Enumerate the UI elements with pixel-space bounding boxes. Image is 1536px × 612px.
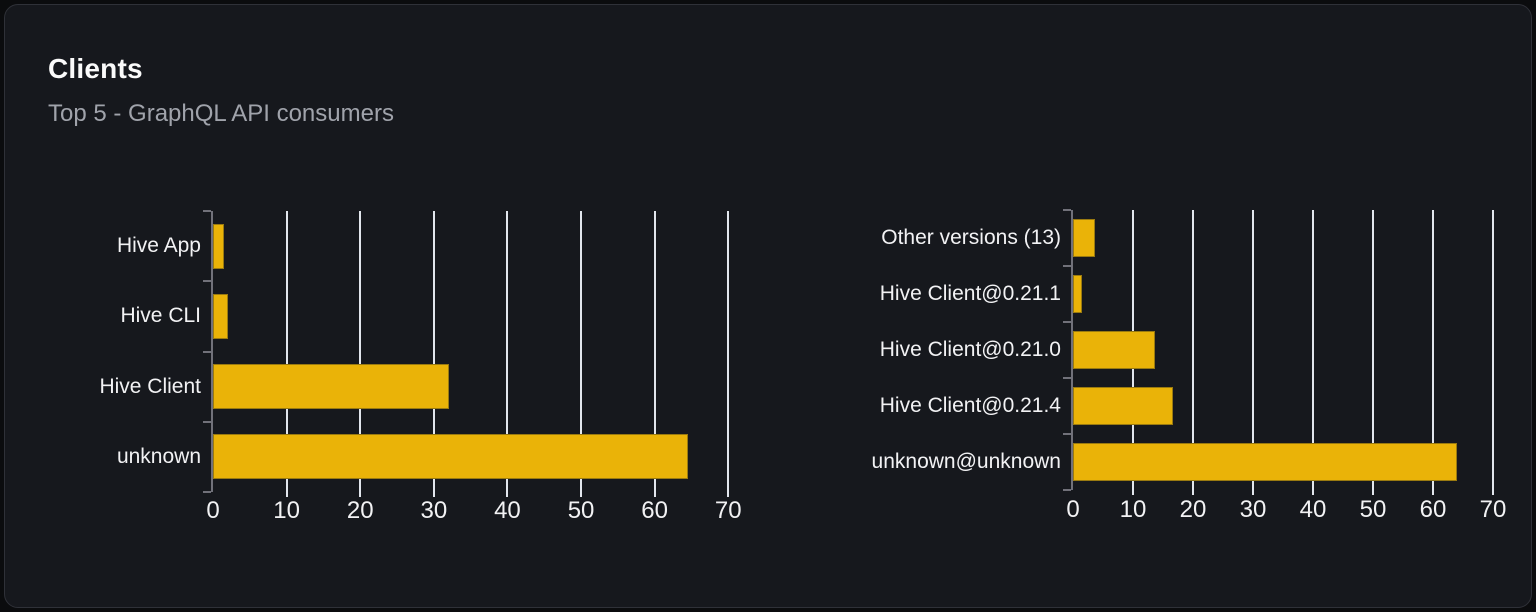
card-subtitle: Top 5 - GraphQL API consumers bbox=[48, 100, 394, 127]
clients-card: Clients Top 5 - GraphQL API consumers bbox=[4, 4, 1532, 608]
card-title: Clients bbox=[48, 53, 143, 84]
